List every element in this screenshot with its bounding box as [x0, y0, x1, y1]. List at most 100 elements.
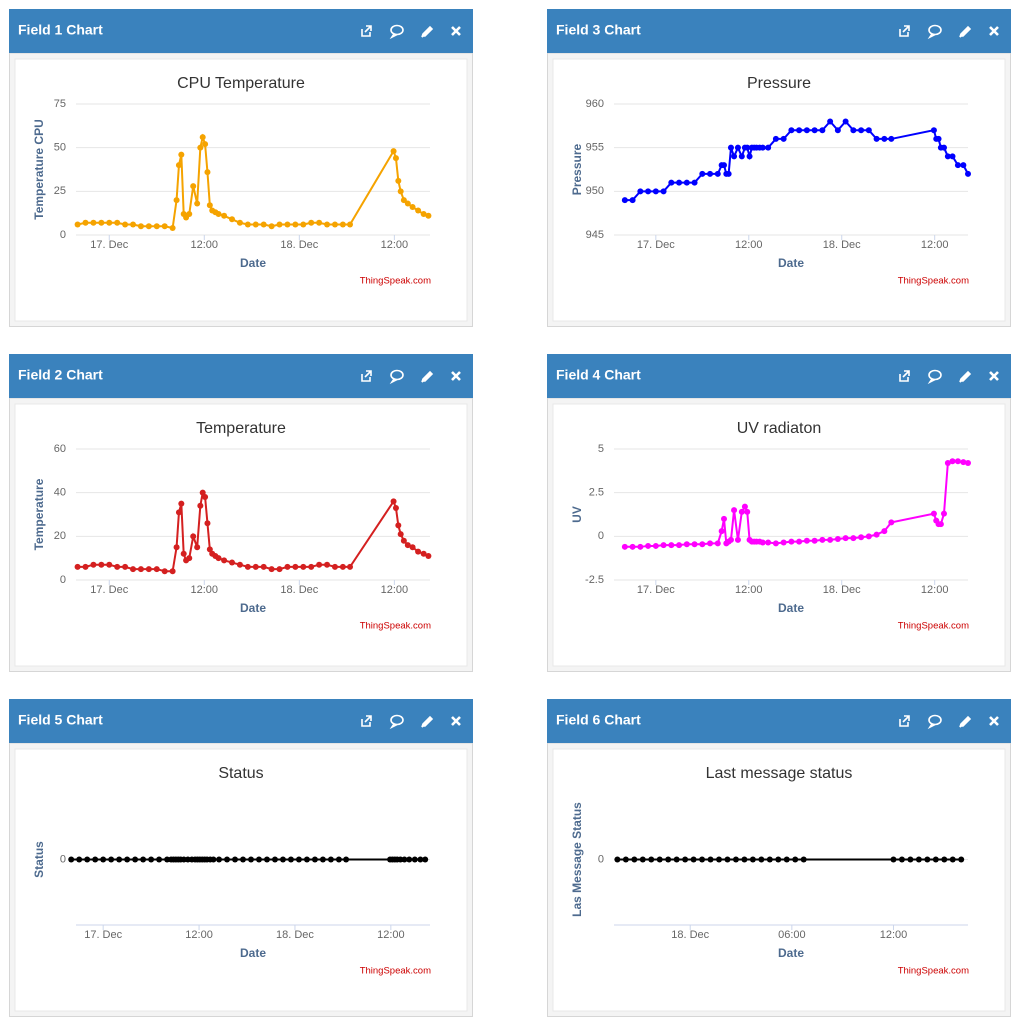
data-point: [392, 155, 399, 162]
data-point: [186, 555, 193, 562]
data-point: [90, 219, 97, 226]
credit: ThingSpeak.com: [898, 621, 969, 632]
chart-area: [14, 58, 468, 322]
data-point: [114, 219, 121, 226]
data-point: [944, 153, 951, 160]
close-icon[interactable]: [989, 371, 999, 381]
close-icon[interactable]: [989, 716, 999, 726]
icon-shape: [451, 716, 461, 726]
data-point: [420, 550, 427, 557]
data-point: [759, 144, 766, 151]
icon-shape: [361, 25, 372, 37]
data-point: [944, 459, 951, 466]
data-point: [292, 563, 299, 570]
comment-icon[interactable]: [927, 714, 942, 730]
icon-shape: [389, 33, 398, 40]
open-window-icon[interactable]: [361, 715, 372, 727]
chart-panel: Field 3 Chart Pressure 945 950 955 960 17. Dec…: [547, 9, 1011, 327]
data-point: [190, 183, 197, 190]
edit-icon[interactable]: [959, 715, 972, 728]
icon-shape: [927, 378, 936, 385]
data-point: [741, 503, 748, 510]
data-point: [178, 151, 185, 158]
comment-icon[interactable]: [927, 24, 942, 40]
close-icon[interactable]: [451, 716, 461, 726]
comment-icon[interactable]: [389, 24, 404, 40]
edit-icon[interactable]: [959, 370, 972, 383]
data-point: [271, 856, 278, 863]
icon-shape: [451, 26, 461, 36]
data-point: [645, 188, 652, 195]
open-window-icon[interactable]: [899, 25, 910, 37]
close-icon[interactable]: [451, 371, 461, 381]
data-point: [699, 170, 706, 177]
open-window-icon[interactable]: [899, 715, 910, 727]
x-tick-label: 18. Dec: [280, 239, 318, 251]
data-point: [621, 197, 628, 204]
open-window-icon[interactable]: [899, 370, 910, 382]
close-icon[interactable]: [451, 26, 461, 36]
data-point: [865, 127, 872, 134]
chart-title: UV radiaton: [737, 420, 822, 437]
data-point: [263, 856, 270, 863]
comment-icon[interactable]: [389, 714, 404, 730]
panel-title: Field 5 Chart: [18, 712, 103, 728]
data-point: [858, 534, 865, 541]
x-tick-label: 18. Dec: [823, 584, 861, 596]
data-point: [744, 144, 751, 151]
x-tick-label: 12:00: [381, 239, 409, 251]
data-point: [637, 543, 644, 550]
data-point: [954, 162, 961, 169]
chart-area: [552, 748, 1006, 1012]
data-point: [827, 536, 834, 543]
data-point: [716, 856, 723, 863]
data-point: [90, 561, 97, 568]
data-point: [197, 502, 204, 509]
chart-panel: Field 5 Chart Status 0 17. Dec 12:00 18. Dec 1…: [9, 699, 473, 1017]
icon-shape: [959, 370, 972, 383]
credit: ThingSpeak.com: [898, 966, 969, 977]
data-point: [881, 528, 888, 535]
data-point: [732, 856, 739, 863]
data-point: [766, 856, 773, 863]
data-point: [668, 542, 675, 549]
icon-shape: [899, 370, 910, 382]
edit-icon[interactable]: [959, 25, 972, 38]
data-point: [811, 127, 818, 134]
data-point: [116, 856, 123, 863]
data-point: [842, 535, 849, 542]
data-point: [881, 135, 888, 142]
y-tick-label: 0: [598, 530, 604, 542]
chart-panel: Field 6 Chart Last message status 0 18. Dec…: [547, 699, 1011, 1017]
data-point: [727, 144, 734, 151]
x-tick-label: 12:00: [735, 584, 763, 596]
data-point: [932, 856, 939, 863]
chart-area: [14, 403, 468, 667]
data-point: [303, 856, 310, 863]
data-point: [796, 538, 803, 545]
edit-icon[interactable]: [421, 715, 434, 728]
open-window-icon[interactable]: [361, 25, 372, 37]
data-point: [316, 219, 323, 226]
y-tick-label: 20: [54, 530, 66, 542]
panel-header: [9, 354, 473, 398]
edit-icon[interactable]: [421, 25, 434, 38]
comment-icon[interactable]: [389, 369, 404, 385]
y-tick-label: 25: [54, 185, 66, 197]
panel-header: [9, 699, 473, 743]
data-point: [216, 856, 223, 863]
data-point: [960, 162, 967, 169]
edit-icon[interactable]: [421, 370, 434, 383]
data-point: [614, 856, 621, 863]
data-point: [425, 212, 432, 219]
x-tick-label: 18. Dec: [823, 239, 861, 251]
data-point: [122, 221, 129, 228]
data-point: [169, 225, 176, 232]
chart-area: [552, 58, 1006, 322]
close-icon[interactable]: [989, 26, 999, 36]
data-point: [292, 221, 299, 228]
open-window-icon[interactable]: [361, 370, 372, 382]
comment-icon[interactable]: [927, 369, 942, 385]
icon-shape: [361, 370, 372, 382]
data-point: [803, 127, 810, 134]
